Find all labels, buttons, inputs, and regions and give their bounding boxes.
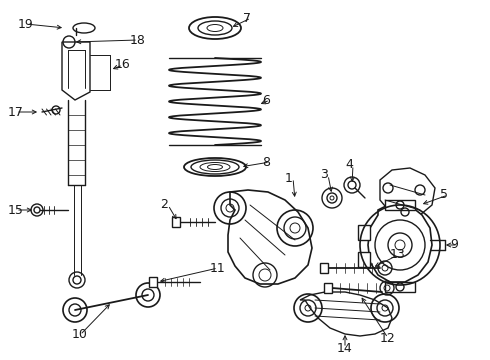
Text: 1: 1 bbox=[285, 171, 293, 184]
Text: 19: 19 bbox=[18, 18, 34, 31]
Text: 3: 3 bbox=[320, 168, 328, 181]
Polygon shape bbox=[320, 263, 328, 273]
Text: 5: 5 bbox=[440, 189, 448, 202]
Polygon shape bbox=[380, 168, 435, 218]
FancyBboxPatch shape bbox=[358, 225, 370, 240]
Polygon shape bbox=[324, 283, 332, 293]
Text: 15: 15 bbox=[8, 203, 24, 216]
Text: 14: 14 bbox=[337, 342, 353, 355]
Text: 4: 4 bbox=[345, 158, 353, 171]
Text: 8: 8 bbox=[262, 156, 270, 168]
Text: 13: 13 bbox=[390, 248, 406, 261]
Polygon shape bbox=[149, 277, 157, 287]
FancyBboxPatch shape bbox=[358, 252, 370, 267]
FancyBboxPatch shape bbox=[385, 200, 415, 210]
Polygon shape bbox=[368, 204, 432, 282]
Polygon shape bbox=[62, 42, 90, 100]
Text: 10: 10 bbox=[72, 328, 88, 342]
Polygon shape bbox=[228, 190, 312, 284]
Text: 11: 11 bbox=[210, 261, 226, 274]
Text: 18: 18 bbox=[130, 33, 146, 46]
Text: 2: 2 bbox=[160, 198, 168, 211]
Text: 16: 16 bbox=[115, 58, 131, 72]
Polygon shape bbox=[300, 292, 392, 336]
Text: 7: 7 bbox=[243, 12, 251, 24]
Text: 9: 9 bbox=[450, 238, 458, 252]
Text: 6: 6 bbox=[262, 94, 270, 107]
Polygon shape bbox=[172, 217, 180, 227]
Text: 17: 17 bbox=[8, 105, 24, 118]
Text: 12: 12 bbox=[380, 332, 396, 345]
FancyBboxPatch shape bbox=[385, 282, 415, 292]
